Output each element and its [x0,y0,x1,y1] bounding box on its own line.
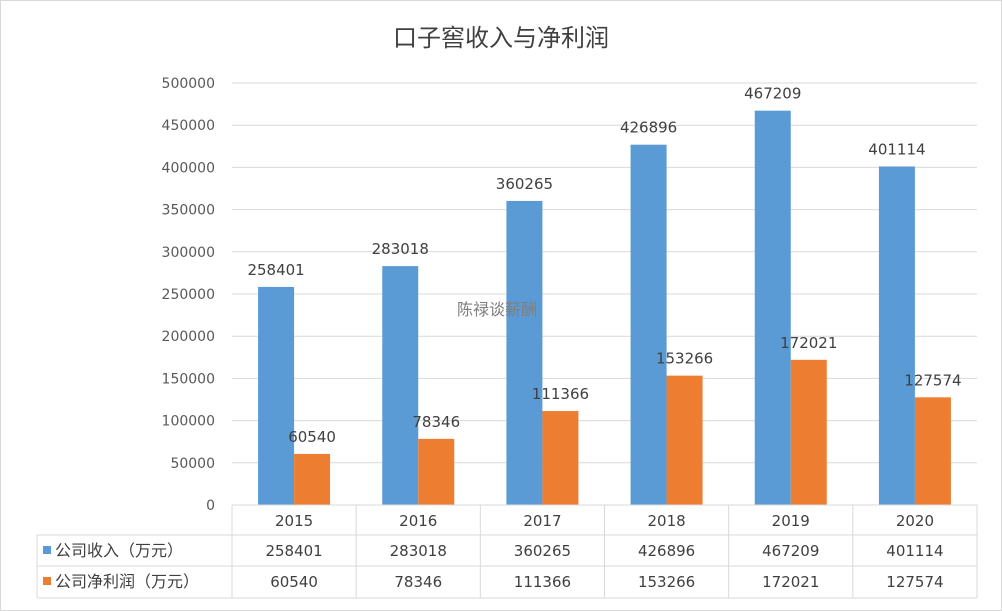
table-cell: 78346 [394,573,442,591]
data-label: 60540 [288,428,336,446]
x-tick-label: 2017 [523,512,561,530]
y-tick-label: 400000 [162,160,215,176]
bar-profit [418,438,455,505]
y-tick-label: 50000 [170,456,215,472]
x-tick-label: 2016 [399,512,437,530]
data-label: 283018 [372,240,429,258]
legend-key [43,577,51,585]
data-label: 127574 [904,371,961,389]
x-tick-label: 2018 [647,512,685,530]
table-cell: 360265 [514,542,571,560]
bar-revenue [506,200,543,505]
x-tick-label: 2020 [896,512,934,530]
x-tick-label: 2019 [772,512,810,530]
bar-profit [542,411,579,505]
table-cell: 283018 [390,542,447,560]
data-label: 360265 [496,175,553,193]
y-tick-label: 300000 [162,245,215,261]
data-label: 401114 [868,140,925,158]
bar-revenue [878,166,915,505]
bar-revenue [258,286,295,505]
data-label: 111366 [532,385,589,403]
chart-title: 口子窖收入与净利润 [393,24,609,52]
watermark: 陈禄谈薪酬 [457,300,538,319]
data-label: 153266 [656,350,713,368]
legend-label: 公司收入（万元） [55,541,183,560]
y-tick-label: 250000 [162,287,215,303]
legend-key [43,546,51,554]
bar-revenue [754,110,791,506]
table-cell: 258401 [265,542,322,560]
y-tick-label: 150000 [162,371,215,387]
data-label: 258401 [247,261,304,279]
y-tick-label: 350000 [162,203,215,219]
data-label: 426896 [620,119,677,137]
bar-profit [914,397,951,505]
table-cell: 127574 [886,573,943,591]
table-cell: 60540 [270,573,318,591]
y-tick-label: 500000 [162,76,215,92]
x-tick-label: 2015 [275,512,313,530]
table-cell: 153266 [638,573,695,591]
bar-profit [790,359,827,505]
table-cell: 426896 [638,542,695,560]
bar-revenue [382,266,419,505]
table-cell: 467209 [762,542,819,560]
data-label: 78346 [412,413,460,431]
table-cell: 111366 [514,573,571,591]
y-tick-label: 0 [206,498,215,514]
y-tick-label: 200000 [162,329,215,345]
y-tick-label: 450000 [162,118,215,134]
table-cell: 172021 [762,573,819,591]
y-tick-label: 100000 [162,414,215,430]
bar-revenue [630,144,667,506]
data-label: 172021 [780,334,837,352]
bar-profit [666,375,703,505]
data-label: 467209 [744,85,801,103]
legend-label: 公司净利润（万元） [55,572,199,591]
bar-profit [294,453,331,505]
table-cell: 401114 [886,542,943,560]
